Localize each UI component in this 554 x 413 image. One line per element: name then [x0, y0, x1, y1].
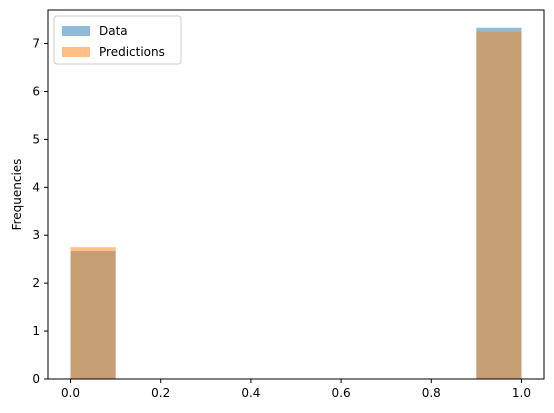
- x-tick-label: 0.4: [241, 386, 260, 400]
- y-tick-label: 0: [32, 372, 40, 386]
- plot-area: [48, 10, 544, 379]
- legend: Data Predictions: [53, 15, 182, 65]
- y-tick-label: 1: [32, 324, 40, 338]
- plot-frame: [47, 9, 545, 380]
- y-axis: 0 1 2 3 4 5 6 7: [32, 37, 48, 386]
- x-tick-label: 0.8: [422, 386, 441, 400]
- bar-predictions-9: [476, 31, 522, 379]
- x-tick-label: 0.6: [332, 386, 351, 400]
- y-tick-label: 4: [32, 180, 40, 194]
- legend-swatch-predictions: [62, 47, 90, 57]
- x-tick-label: 1.0: [512, 386, 531, 400]
- y-tick-label: 6: [32, 84, 40, 98]
- y-tick-label: 7: [32, 37, 40, 51]
- x-tick-label: 0.2: [151, 386, 170, 400]
- legend-label-predictions: Predictions: [99, 45, 165, 59]
- bars-layer: [70, 27, 522, 379]
- legend-swatch-data: [62, 26, 90, 36]
- legend-label-data: Data: [99, 24, 128, 38]
- x-tick-label: 0.0: [61, 386, 80, 400]
- y-tick-label: 2: [32, 276, 40, 290]
- y-tick-label: 3: [32, 228, 40, 242]
- bar-predictions-0: [70, 247, 116, 379]
- x-axis: 0.0 0.2 0.4 0.6 0.8 1.0: [61, 379, 531, 400]
- y-axis-label: Frequencies: [10, 159, 24, 231]
- y-tick-label: 5: [32, 132, 40, 146]
